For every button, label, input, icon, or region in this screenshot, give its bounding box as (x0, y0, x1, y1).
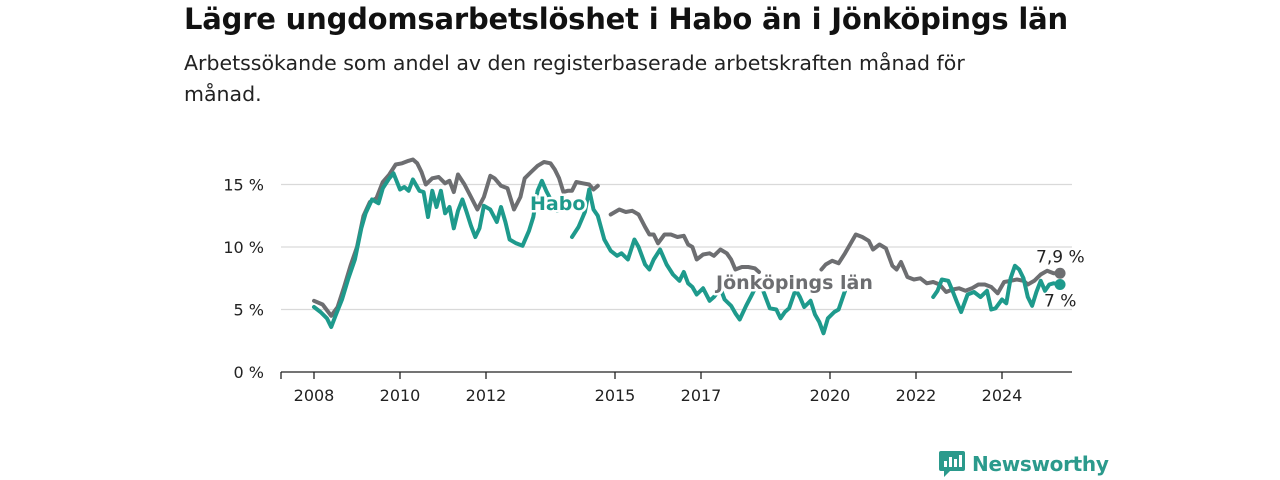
chart-subtitle: Arbetssökande som andel av den registerb… (184, 51, 965, 106)
series-line-habo-3 (931, 263, 1062, 314)
x-tick-label: 2008 (294, 386, 335, 405)
y-tick-label: 10 % (223, 238, 264, 257)
y-axis: 0 % 5 % 10 % 15 % (223, 176, 264, 383)
series-line-jonkoping-3 (819, 232, 1062, 296)
end-label-habo: 7 % (1044, 292, 1076, 312)
series-line-habo-1 (312, 171, 559, 329)
y-tick-label: 15 % (223, 176, 264, 195)
y-tick-label: 5 % (234, 301, 264, 320)
series-label-jonkoping: Jönköpings län (714, 272, 873, 294)
newsworthy-logo-icon (939, 451, 965, 477)
chart-title: Lägre ungdomsarbetslöshet i Habo än i Jö… (184, 2, 1068, 36)
x-tick-label: 2012 (466, 386, 507, 405)
end-label-jonkoping: 7,9 % (1036, 247, 1085, 267)
end-point-habo (1054, 279, 1066, 290)
x-tick-label: 2010 (380, 386, 421, 405)
x-tick-label: 2017 (681, 386, 722, 405)
series-lines (312, 157, 1066, 336)
brand-name: Newsworthy (972, 452, 1109, 476)
series-line-habo-2 (570, 187, 847, 336)
series-label-habo: Habo (530, 193, 585, 215)
series-line-jonkoping-2 (608, 207, 761, 274)
y-tick-label: 0 % (234, 363, 264, 382)
series-labels: 7,9 % 7 % Habo Jönköpings län (528, 191, 1085, 312)
end-point-jonkoping (1054, 267, 1066, 279)
x-tick-label: 2020 (810, 386, 851, 405)
series-line-jonkoping-1 (312, 157, 600, 318)
x-tick-label: 2015 (595, 386, 636, 405)
x-axis: 2008 2010 2012 2015 2017 2020 2022 2024 (280, 371, 1072, 405)
newsworthy-brand: Newsworthy (938, 448, 1109, 480)
x-tick-label: 2022 (896, 386, 937, 405)
x-tick-label: 2024 (982, 386, 1023, 405)
